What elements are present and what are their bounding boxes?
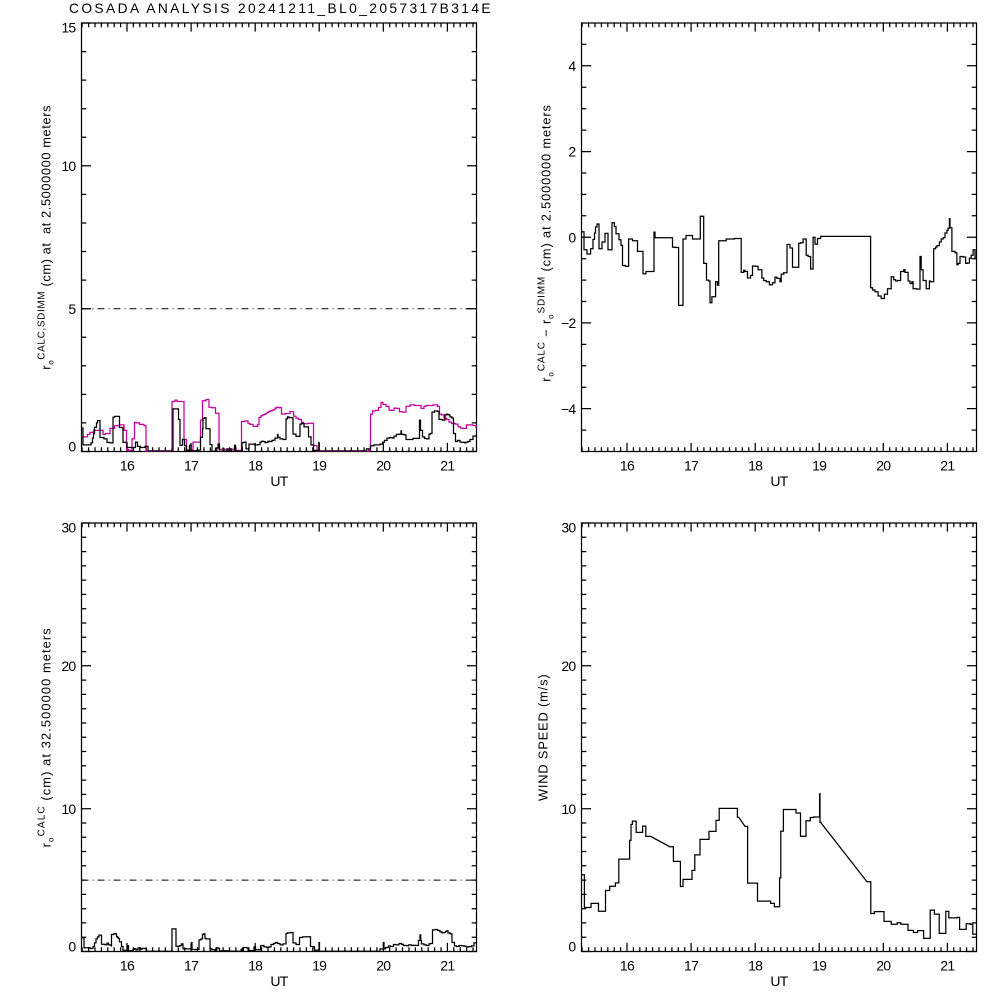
svg-text:18: 18 xyxy=(248,957,263,973)
svg-text:16: 16 xyxy=(620,457,635,473)
svg-text:16: 16 xyxy=(120,457,135,473)
svg-text:19: 19 xyxy=(312,457,327,473)
svg-text:4: 4 xyxy=(568,58,576,74)
svg-text:19: 19 xyxy=(812,957,827,973)
svg-text:10: 10 xyxy=(61,801,76,817)
svg-text:10: 10 xyxy=(561,801,576,817)
svg-text:18: 18 xyxy=(248,457,263,473)
svg-text:20: 20 xyxy=(376,957,391,973)
svg-text:19: 19 xyxy=(812,457,827,473)
svg-text:0: 0 xyxy=(568,939,576,955)
svg-text:15: 15 xyxy=(61,20,76,36)
svg-text:roCALC (cm) at 32.500000 meter: roCALC (cm) at 32.500000 meters xyxy=(37,627,56,847)
svg-text:21: 21 xyxy=(940,957,955,973)
svg-text:19: 19 xyxy=(312,957,327,973)
svg-text:20: 20 xyxy=(376,457,391,473)
svg-text:10: 10 xyxy=(61,158,76,174)
svg-text:COSADA ANALYSIS 20241211_BL0_2: COSADA ANALYSIS 20241211_BL0_2057317B314… xyxy=(69,1,493,16)
svg-text:0: 0 xyxy=(68,439,76,455)
svg-text:0: 0 xyxy=(568,229,576,245)
svg-text:16: 16 xyxy=(620,957,635,973)
svg-text:20: 20 xyxy=(61,658,76,674)
svg-text:16: 16 xyxy=(120,957,135,973)
svg-text:0: 0 xyxy=(68,939,76,955)
svg-text:21: 21 xyxy=(440,957,455,973)
svg-text:30: 30 xyxy=(561,520,576,536)
svg-text:WIND SPEED (m/s): WIND SPEED (m/s) xyxy=(536,674,551,802)
svg-text:5: 5 xyxy=(68,301,76,317)
svg-text:2: 2 xyxy=(568,144,576,160)
svg-text:roCALC − roSDIMM (cm) at 2.500: roCALC − roSDIMM (cm) at 2.5000000 meter… xyxy=(537,104,556,381)
svg-text:18: 18 xyxy=(748,957,763,973)
svg-text:UT: UT xyxy=(770,973,788,989)
svg-text:17: 17 xyxy=(184,957,199,973)
svg-text:UT: UT xyxy=(270,973,288,989)
svg-text:18: 18 xyxy=(748,457,763,473)
svg-text:30: 30 xyxy=(61,520,76,536)
svg-text:21: 21 xyxy=(940,457,955,473)
svg-text:−2: −2 xyxy=(561,315,576,331)
svg-text:20: 20 xyxy=(876,957,891,973)
svg-text:21: 21 xyxy=(440,457,455,473)
svg-text:17: 17 xyxy=(684,957,699,973)
svg-text:17: 17 xyxy=(184,457,199,473)
svg-text:17: 17 xyxy=(684,457,699,473)
svg-text:−4: −4 xyxy=(561,401,576,417)
svg-text:20: 20 xyxy=(561,658,576,674)
svg-text:20: 20 xyxy=(876,457,891,473)
svg-text:UT: UT xyxy=(270,473,288,489)
svg-text:UT: UT xyxy=(770,473,788,489)
